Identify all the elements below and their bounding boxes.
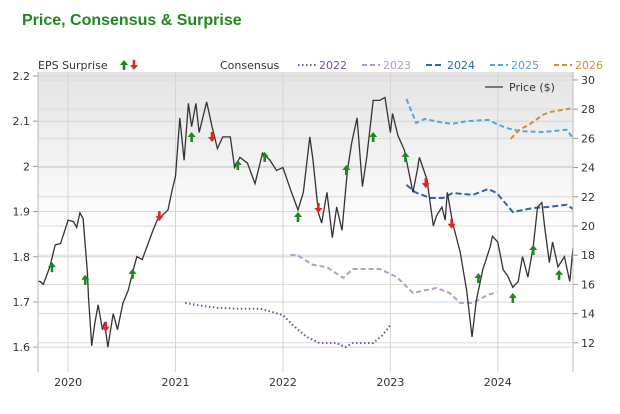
surprise-arrow-up (47, 262, 56, 273)
surprise-arrow-down (447, 218, 456, 229)
legend-down-arrow-icon (130, 60, 138, 70)
right-tick-label: 26 (581, 132, 595, 145)
surprise-arrow-up (555, 269, 564, 280)
left-tick-label: 1.7 (13, 296, 31, 309)
right-tick-label: 24 (581, 162, 595, 175)
plot-background (38, 72, 573, 372)
chart-title: Price, Consensus & Surprise (22, 12, 242, 29)
legend-consensus-2025: 2025 (511, 59, 539, 72)
consensus-line-2023 (290, 253, 498, 304)
surprise-arrow-up (81, 274, 90, 285)
surprise-arrow-up (474, 273, 483, 284)
x-tick-label: 2023 (376, 376, 404, 389)
legend-consensus-2023: 2023 (383, 59, 411, 72)
right-tick-label: 18 (581, 249, 595, 262)
surprise-arrow-down (314, 202, 323, 213)
left-tick-label: 2 (23, 160, 30, 173)
right-tick-label: 16 (581, 278, 595, 291)
legend-eps-surprise: EPS Surprise (38, 59, 108, 72)
surprise-arrow-up (128, 268, 137, 279)
right-tick-label: 22 (581, 191, 595, 204)
surprise-arrow-up (187, 132, 196, 143)
x-tick-label: 2022 (269, 376, 297, 389)
right-tick-label: 28 (581, 103, 595, 116)
x-tick-label: 2021 (162, 376, 190, 389)
left-tick-label: 1.8 (13, 251, 31, 264)
surprise-arrow-up (508, 292, 517, 303)
legend-price: Price ($) (509, 81, 555, 94)
x-tick-label: 2024 (484, 376, 512, 389)
surprise-arrow-down (101, 321, 110, 332)
surprise-arrow-up (369, 132, 378, 143)
surprise-arrow-up (401, 151, 410, 162)
x-tick-label: 2020 (54, 376, 82, 389)
legend-consensus-2024: 2024 (447, 59, 475, 72)
left-tick-label: 2.2 (13, 70, 31, 83)
surprise-arrow-up (342, 164, 351, 175)
surprise-arrow-up (233, 160, 242, 171)
consensus-line-2026 (509, 107, 574, 140)
legend-up-arrow-icon (120, 60, 128, 70)
left-tick-label: 2.1 (13, 115, 31, 128)
legend-consensus-2026: 2026 (575, 59, 603, 72)
surprise-arrow-up (529, 244, 538, 255)
surprise-arrow-down (421, 178, 430, 189)
right-tick-label: 20 (581, 220, 595, 233)
surprise-arrow-up (260, 151, 269, 162)
left-tick-label: 1.9 (13, 206, 31, 219)
right-tick-label: 30 (581, 74, 595, 87)
legend-consensus: Consensus (220, 59, 280, 72)
surprise-arrow-up (293, 211, 302, 222)
surprise-arrow-down (155, 211, 164, 222)
right-tick-label: 14 (581, 308, 595, 321)
legend-consensus-2022: 2022 (319, 59, 347, 72)
consensus-line-2025 (405, 98, 574, 139)
left-tick-label: 1.6 (13, 341, 31, 354)
surprise-arrow-down (208, 132, 217, 143)
right-tick-label: 12 (581, 337, 595, 350)
